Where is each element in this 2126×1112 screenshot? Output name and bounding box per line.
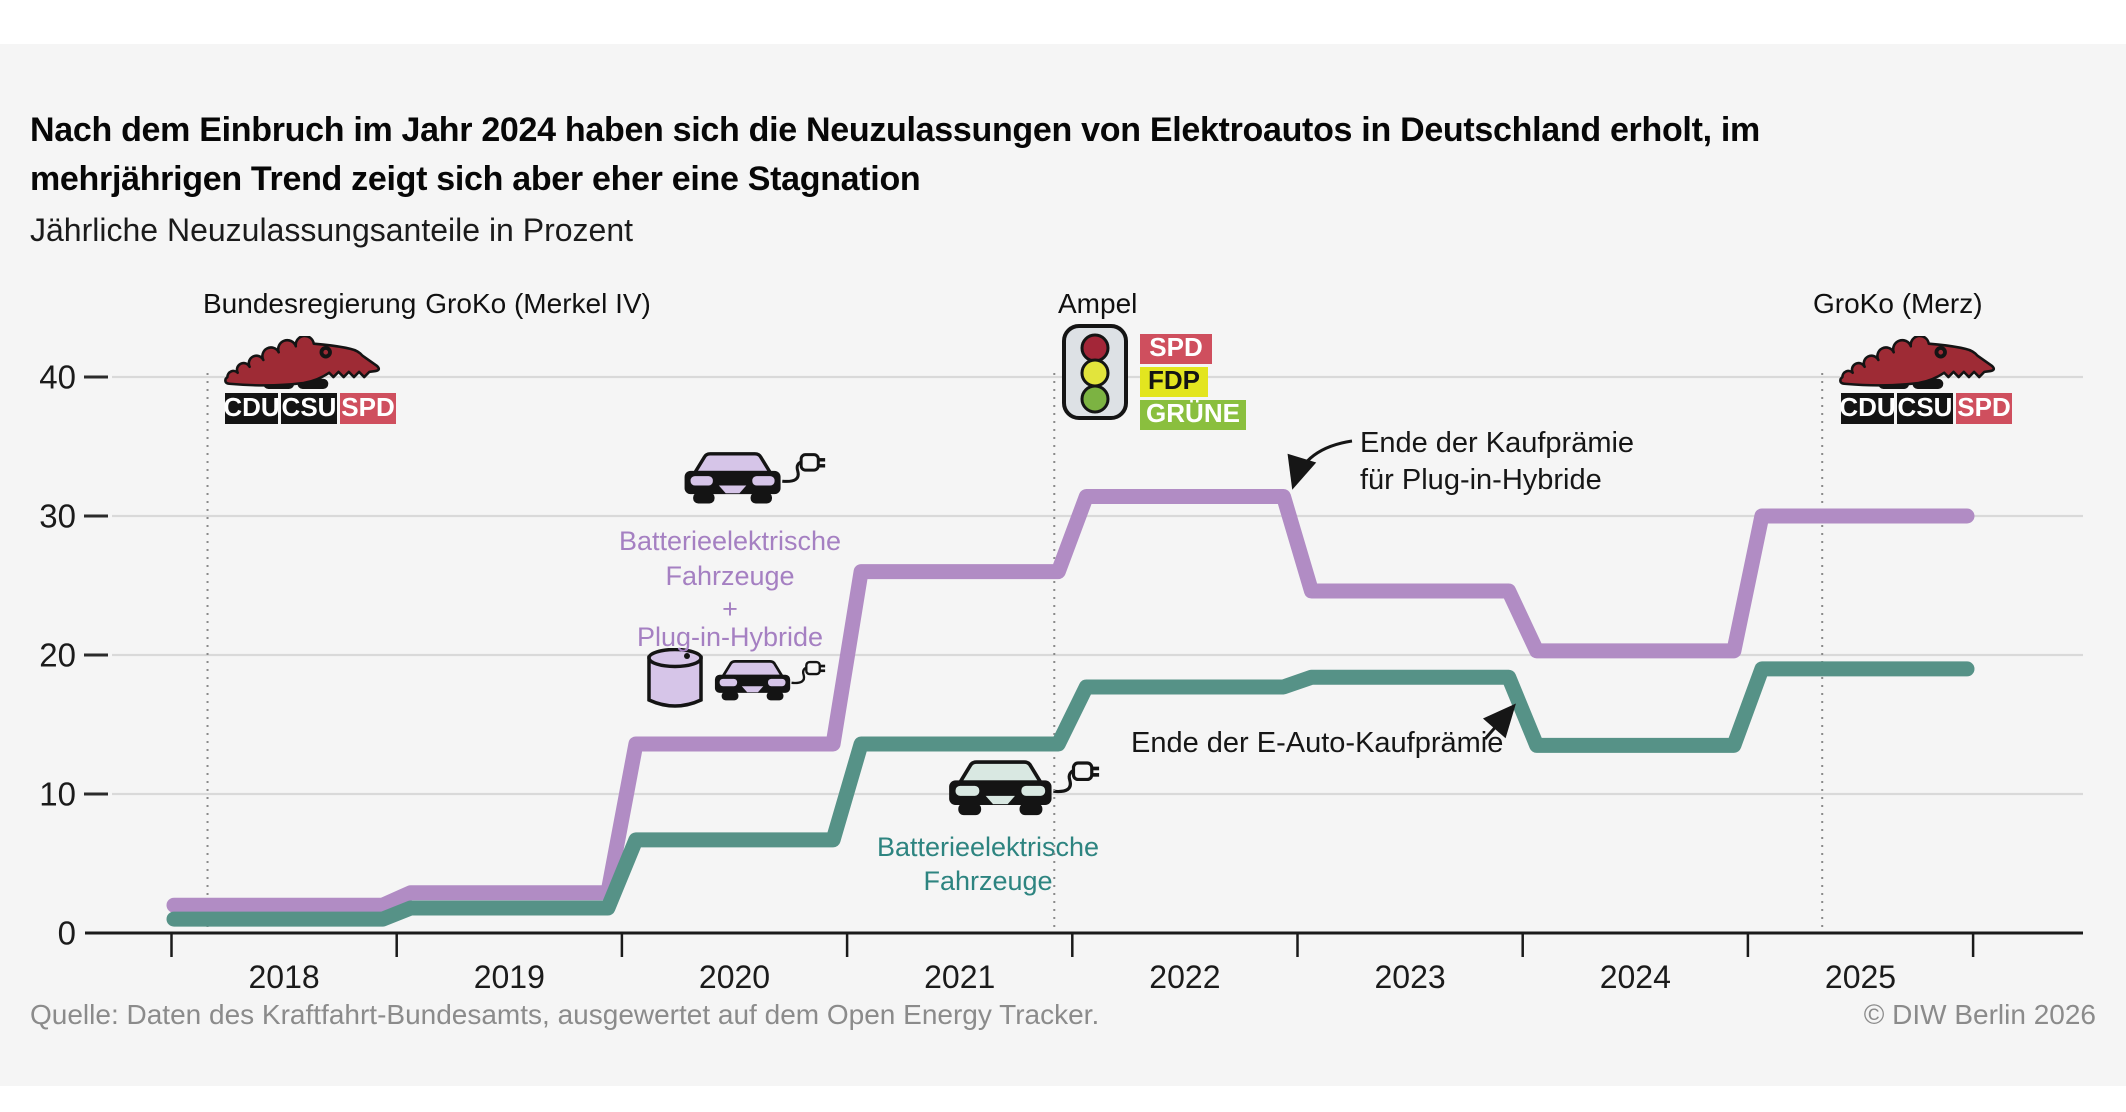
- government-ampel-group: Ampel: [1058, 288, 1137, 420]
- bev-icon-group: [947, 760, 1100, 817]
- party-box-SPD: [1140, 334, 1212, 364]
- party-box-label: SPD: [1149, 332, 1202, 362]
- svg-text:Fahrzeuge: Fahrzeuge: [923, 866, 1052, 896]
- bev-phev-series-label: Batterieelektrische Fahrzeuge + Plug-in-…: [619, 526, 841, 652]
- government-label-ampel: Ampel: [1058, 288, 1137, 319]
- y-axis-label-0: 0: [58, 915, 76, 952]
- svg-text:Ende der Kaufprämie: Ende der Kaufprämie: [1360, 427, 1634, 459]
- svg-text:Ende der E-Auto-Kaufprämie: Ende der E-Auto-Kaufprämie: [1131, 727, 1503, 759]
- y-axis-label-30: 30: [39, 498, 76, 535]
- electric-car-plug-icon: [947, 760, 1100, 817]
- curved-arrow: [1287, 439, 1353, 490]
- party-box-CSU: [281, 393, 337, 424]
- svg-text:Fahrzeuge: Fahrzeuge: [665, 561, 794, 591]
- bev-step-line: [166, 661, 1975, 927]
- svg-text:Batterieelektrische: Batterieelektrische: [877, 832, 1099, 862]
- bev-series-label: Batterieelektrische Fahrzeuge: [877, 832, 1099, 896]
- groko-crocodile-icon: [223, 336, 381, 389]
- government-label-merkel: Bundesregierung GroKo (Merkel IV): [203, 288, 651, 319]
- government-merkel-group: Bundesregierung GroKo (Merkel IV): [203, 288, 651, 389]
- copyright-note: © DIW Berlin 2026: [1863, 999, 2096, 1030]
- party-box-label: CSU: [282, 392, 337, 422]
- straight-arrow: [1482, 703, 1516, 740]
- svg-text:Batterieelektrische: Batterieelektrische: [619, 526, 841, 556]
- svg-text:für Plug-in-Hybride: für Plug-in-Hybride: [1360, 464, 1602, 496]
- y-axis-label-20: 20: [39, 637, 76, 674]
- svg-text:+: +: [722, 594, 738, 624]
- party-box-SPD: [340, 393, 396, 424]
- government-label-merz: GroKo (Merz): [1813, 288, 1983, 319]
- party-box-SPD: [1956, 393, 2012, 424]
- phev-premium-annotation: Ende der Kaufprämie für Plug-in-Hybride: [1287, 427, 1634, 496]
- party-box-CDU: [225, 393, 278, 424]
- fuel-barrel-icon: [647, 648, 703, 708]
- x-axis-label-2019: 2019: [474, 959, 545, 995]
- bev-premium-annotation: Ende der E-Auto-Kaufprämie: [1131, 703, 1516, 759]
- page-subtitle: Jährliche Neuzulassungsanteile in Prozen…: [30, 212, 634, 248]
- party-box-label: CDU: [1839, 392, 1895, 422]
- party-box-label: CDU: [223, 392, 279, 422]
- party-box-label: CSU: [1898, 392, 1953, 422]
- traffic-light-icon: [1062, 324, 1128, 420]
- x-axis-label-2021: 2021: [924, 959, 995, 995]
- government-merz-group: GroKo (Merz): [1813, 288, 1996, 389]
- hybrid-car-plug-icon: [713, 660, 826, 702]
- traffic-light-red: [1080, 333, 1110, 363]
- x-axis-label-2023: 2023: [1375, 959, 1446, 995]
- bottom-white-band: [0, 1086, 2126, 1112]
- svg-text:Plug-in-Hybride: Plug-in-Hybride: [637, 622, 823, 652]
- x-axis-label-2022: 2022: [1149, 959, 1220, 995]
- traffic-light-yellow: [1080, 358, 1110, 388]
- party-box-CDU: [1841, 393, 1894, 424]
- party-box-label: SPD: [1957, 392, 2010, 422]
- page-title: Nach dem Einbruch im Jahr 2024 haben sic…: [30, 106, 2090, 204]
- electric-car-plug-icon: [682, 452, 826, 506]
- x-axis-label-2020: 2020: [699, 959, 770, 995]
- top-white-band: [0, 0, 2126, 44]
- x-axis-label-2018: 2018: [249, 959, 320, 995]
- party-box-FDP: [1140, 367, 1208, 397]
- party-box-label: SPD: [341, 392, 394, 422]
- party-box-GRÜNE: [1140, 400, 1246, 430]
- bev-phev-step-line: [166, 489, 1975, 913]
- party-box-label: GRÜNE: [1146, 398, 1240, 428]
- x-axis-label-2025: 2025: [1825, 959, 1896, 995]
- source-note: Quelle: Daten des Kraftfahrt-Bundesamts,…: [30, 999, 1100, 1030]
- title-line2: mehrjährigen Trend zeigt sich aber eher …: [30, 160, 921, 198]
- traffic-light-green: [1080, 384, 1110, 414]
- party-box-label: FDP: [1148, 365, 1200, 395]
- y-axis-label-10: 10: [39, 776, 76, 813]
- title-line1: Nach dem Einbruch im Jahr 2024 haben sic…: [30, 111, 1760, 149]
- party-box-CSU: [1897, 393, 1953, 424]
- y-axis-label-40: 40: [39, 359, 76, 396]
- groko-crocodile-icon: [1838, 336, 1996, 389]
- x-axis-label-2024: 2024: [1600, 959, 1671, 995]
